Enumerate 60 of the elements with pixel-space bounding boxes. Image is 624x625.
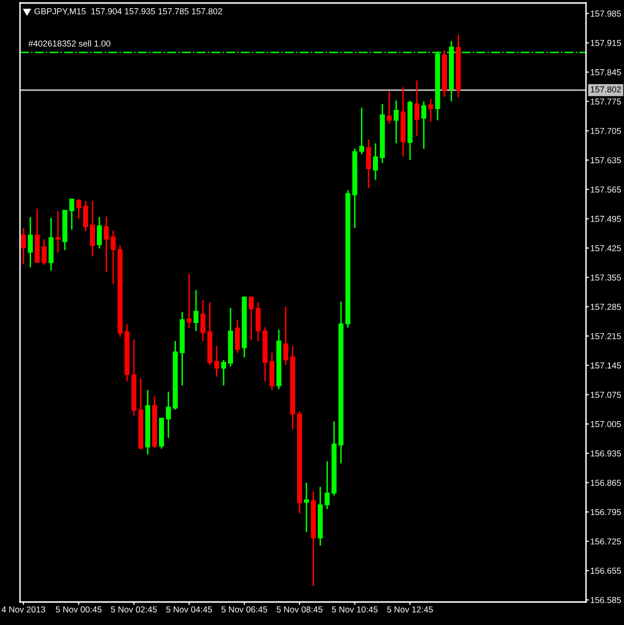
y-tick-label: 157.005 — [590, 421, 621, 428]
x-tick-label: 5 Nov 00:45 — [56, 606, 102, 612]
y-tick-label: 156.585 — [590, 597, 621, 604]
x-tick-label: 5 Nov 06:45 — [221, 606, 268, 612]
y-tick-label: 157.705 — [590, 128, 621, 134]
y-tick-label: 157.985 — [590, 10, 621, 17]
x-tick-label: 5 Nov 08:45 — [276, 606, 322, 612]
y-tick-label: 157.915 — [590, 40, 621, 46]
y-tick-label: 156.655 — [590, 568, 621, 574]
candlestick — [359, 107, 364, 155]
candlestick — [200, 299, 206, 342]
y-tick-label: 157.775 — [590, 98, 621, 105]
candlestick — [394, 100, 399, 144]
y-tick-label: 157.565 — [590, 186, 621, 193]
y-tick-label: 157.495 — [590, 216, 621, 222]
candlestick — [186, 273, 192, 329]
candlestick — [83, 200, 88, 232]
y-tick-label: 157.145 — [590, 362, 621, 369]
candlestick — [166, 391, 171, 438]
y-tick-label: 157.215 — [590, 333, 621, 340]
text: GBPJPY,M15 157.904 157.935 157.785 157.802 — [34, 8, 222, 16]
candlestick — [221, 359, 226, 386]
candlestick — [90, 200, 95, 258]
y-tick-label: 156.725 — [590, 538, 621, 544]
candlestick — [304, 482, 309, 533]
y-tick-label: 156.935 — [590, 450, 621, 456]
candlestick — [414, 80, 420, 136]
x-tick-label: 4 Nov 2013 — [2, 606, 46, 612]
candlestick — [256, 301, 261, 342]
candlestick — [28, 216, 33, 268]
ref-line-label: 157.802 — [590, 86, 621, 92]
candlestick — [421, 100, 426, 150]
candlestick — [42, 238, 47, 266]
y-tick-label: 157.845 — [590, 69, 621, 76]
y-tick-label: 156.795 — [590, 509, 621, 516]
y-tick-label: 157.355 — [590, 274, 621, 281]
candlestick — [76, 198, 82, 220]
candlestick — [96, 216, 102, 250]
x-tick-label: 5 Nov 02:45 — [111, 606, 157, 612]
candlestick — [372, 142, 378, 180]
candlestick — [324, 460, 330, 510]
x-tick-label: 5 Nov 12:45 — [387, 606, 433, 612]
candlestick — [386, 90, 392, 124]
y-tick-label: 157.075 — [590, 392, 621, 398]
ref-line-label: #402618352 sell 1.00 — [28, 40, 110, 47]
candlestick — [55, 210, 60, 254]
candlestick — [283, 306, 288, 366]
y-tick-label: 157.285 — [590, 304, 621, 310]
candlestick — [428, 98, 434, 123]
y-tick-label: 156.865 — [590, 480, 621, 486]
candlestick — [20, 227, 26, 266]
candlestick — [366, 138, 372, 189]
y-tick-label: 157.425 — [590, 245, 621, 252]
y-tick-label: 157.635 — [590, 157, 621, 164]
candlestick — [69, 198, 74, 230]
candlestick — [248, 296, 254, 340]
candlestick — [234, 318, 240, 354]
x-tick-label: 5 Nov 10:45 — [332, 606, 378, 612]
x-tick-label: 5 Nov 04:45 — [166, 606, 212, 612]
candlestick — [194, 289, 199, 332]
